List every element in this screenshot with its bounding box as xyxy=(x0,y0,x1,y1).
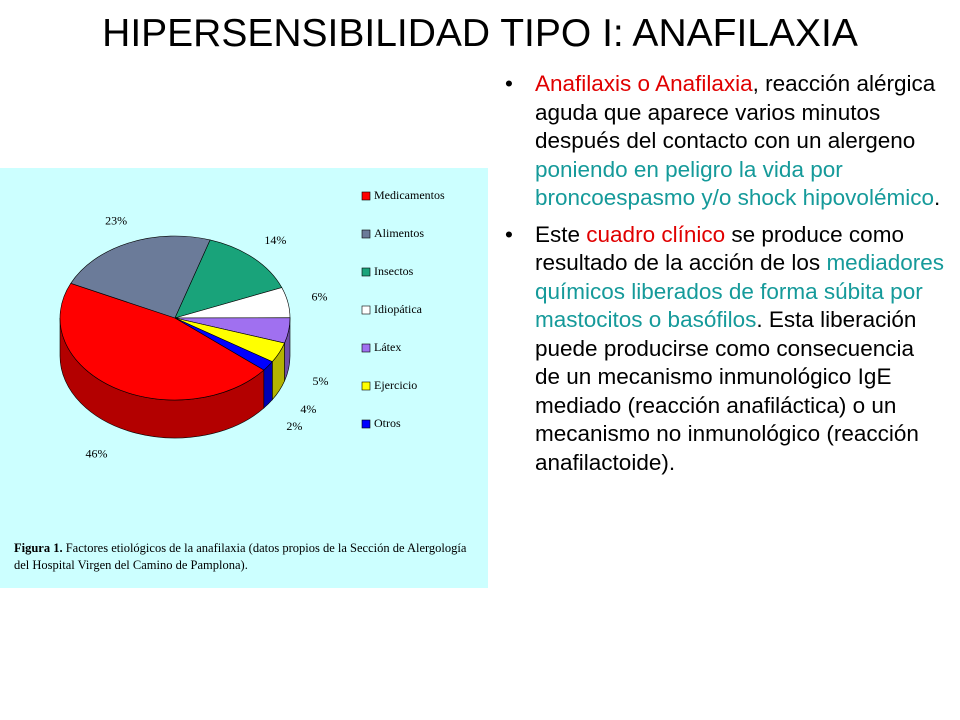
legend-swatch xyxy=(361,229,371,239)
bullet-text: Este xyxy=(535,221,587,247)
pie-chart: 46% 23% 14% 6% 5% 4% 2% Medicamentos Alimentos In… xyxy=(59,188,445,461)
legend-swatch xyxy=(361,191,371,201)
legend-label: Alimentos xyxy=(374,226,424,240)
bullet: Este cuadro clínico se produce como resu… xyxy=(500,221,945,478)
bullet-text: , reacción alérgica aguda que aparece va… xyxy=(535,71,936,153)
legend-swatch xyxy=(361,305,371,315)
legend-label: Medicamentos xyxy=(374,188,445,202)
legend-swatch xyxy=(361,419,371,429)
value-label: 6% xyxy=(311,290,327,304)
bullet-text: Anafilaxis o Anafilaxia xyxy=(535,71,753,96)
value-label: 2% xyxy=(286,419,302,433)
value-label: 4% xyxy=(300,402,316,416)
pie-slice xyxy=(174,239,283,319)
pie-slice xyxy=(70,235,211,319)
slide-title: HIPERSENSIBILIDAD TIPO I: ANAFILAXIA xyxy=(102,12,858,55)
legend-swatch xyxy=(361,267,371,277)
figure-panel: 46% 23% 14% 6% 5% 4% 2% Medicamentos Alimentos In… xyxy=(0,168,488,588)
legend-swatch xyxy=(361,343,371,353)
caption-text: Factores etiológicos de la anafilaxia (d… xyxy=(14,541,467,572)
legend-label: Otros xyxy=(374,416,401,430)
value-label: 14% xyxy=(264,233,286,247)
bullet-text: se produce como resultado de la acción d… xyxy=(535,221,904,276)
legend-label: Látex xyxy=(374,340,401,354)
legend-label: Insectos xyxy=(374,264,414,278)
legend-swatch xyxy=(361,381,371,391)
pie-slice xyxy=(174,317,273,371)
value-label: 23% xyxy=(105,214,127,228)
bullet: Anafilaxis o Anafilaxia, reacción alérgi… xyxy=(500,70,945,213)
bullet-text: poniendo en peligro la vida por broncoes… xyxy=(535,156,934,211)
value-label: 46% xyxy=(86,447,108,461)
figure-caption: Figura 1. Factores etiológicos de la ana… xyxy=(14,540,484,574)
caption-label: Figura 1. xyxy=(14,541,63,555)
legend-label: Idiopática xyxy=(374,302,423,316)
bullet-text: . xyxy=(933,185,941,210)
bullet-text: cuadro clínico xyxy=(586,221,726,247)
pie-slice xyxy=(59,282,265,401)
bullet-text: . Esta liberación puede producirse como … xyxy=(535,307,919,475)
bullet-text: mediadores químicos liberados de forma s… xyxy=(535,250,945,332)
value-label: 5% xyxy=(312,374,328,388)
bullet-list: Anafilaxis o Anafilaxia, reacción alérgi… xyxy=(500,70,945,485)
legend-label: Ejercicio xyxy=(374,378,417,392)
